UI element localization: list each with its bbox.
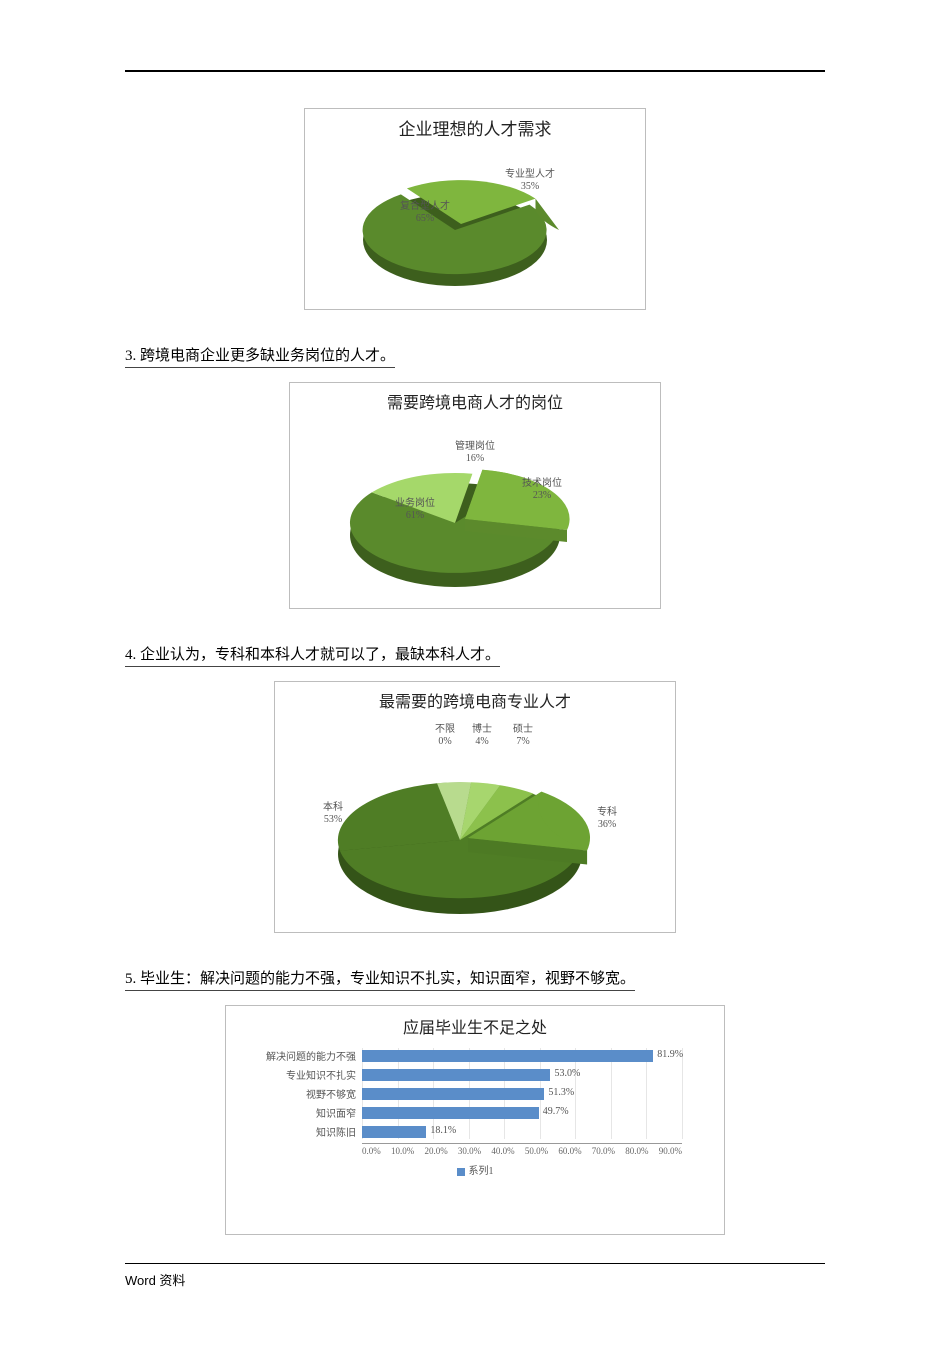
bar-label: 知识面窄	[236, 1105, 362, 1120]
chart3-slice2-label: 硕士	[513, 724, 533, 735]
bar-label: 知识陈旧	[236, 1124, 362, 1139]
footer: Word 资料	[125, 1263, 825, 1289]
section3-text: 3. 跨境电商企业更多缺业务岗位的人才。	[125, 344, 395, 368]
chart1-slice1-pct: 35%	[521, 181, 539, 192]
chart4-legend: 系列1	[236, 1162, 714, 1177]
bar-value: 18.1%	[430, 1125, 456, 1136]
chart1-title: 企业理想的人才需求	[305, 109, 645, 140]
chart1-box: 企业理想的人才需求 复合型人才 65% 专业型人才 35%	[304, 108, 646, 310]
chart2-box: 需要跨境电商人才的岗位 业务岗位 61%	[289, 382, 661, 609]
chart4-legend-label: 系列1	[469, 1166, 494, 1177]
chart3-slice3-pct: 4%	[475, 736, 488, 747]
chart3-slice4-label: 不限	[435, 724, 455, 735]
chart3-label-doctor: 博士 4%	[472, 724, 492, 748]
chart3-title: 最需要的跨境电商专业人才	[275, 682, 675, 712]
chart2-title: 需要跨境电商人才的岗位	[290, 383, 660, 413]
chart2-label-mgmt: 管理岗位 16%	[455, 441, 495, 465]
chart2-slice2-label: 管理岗位	[455, 441, 495, 452]
chart3-slice4-pct: 0%	[438, 736, 451, 747]
section4-text: 4. 企业认为，专科和本科人才就可以了，最缺本科人才。	[125, 643, 500, 667]
bar-track: 81.9%	[362, 1050, 682, 1062]
chart3-slice1-label: 专科	[597, 807, 617, 818]
bar-fill	[362, 1107, 539, 1119]
bar-label: 视野不够宽	[236, 1086, 362, 1101]
bar-track: 53.0%	[362, 1069, 682, 1081]
chart3-label-master: 硕士 7%	[513, 724, 533, 748]
top-rule	[125, 70, 825, 72]
bar-row: 解决问题的能力不强 81.9%	[236, 1048, 714, 1063]
chart1-label-composite: 复合型人才 65%	[400, 201, 450, 225]
bar-value: 81.9%	[657, 1049, 683, 1060]
chart3-slice2-pct: 7%	[516, 736, 529, 747]
page: 企业理想的人才需求 复合型人才 65% 专业型人才 35% 3. 跨境电商企业更…	[125, 0, 825, 1329]
chart4-xaxis: 0.0%10.0%20.0%30.0%40.0%50.0%60.0%70.0%8…	[362, 1143, 682, 1156]
chart3-slice3-label: 博士	[472, 724, 492, 735]
chart2-slice0-label: 业务岗位	[395, 498, 435, 509]
legend-swatch	[457, 1168, 465, 1176]
bar-value: 49.7%	[543, 1106, 569, 1117]
chart4-box: 应届毕业生不足之处 解决问题的能力不强 81.9% 专业知识不扎实 53.0% 视野不够…	[225, 1005, 725, 1235]
chart1-slice0-label: 复合型人才	[400, 201, 450, 212]
bar-track: 51.3%	[362, 1088, 682, 1100]
chart1-label-specialist: 专业型人才 35%	[505, 169, 555, 193]
chart3-label-unlimited: 不限 0%	[435, 724, 455, 748]
chart3-box: 最需要的跨境电商专业人才 本科	[274, 681, 676, 933]
bar-track: 49.7%	[362, 1107, 682, 1119]
section5-text: 5. 毕业生：解决问题的能力不强，专业知识不扎实，知识面窄，视野不够宽。	[125, 967, 635, 991]
bar-row: 视野不够宽 51.3%	[236, 1086, 714, 1101]
chart1-pie	[305, 140, 645, 310]
footer-text: Word 资料	[125, 1273, 185, 1288]
chart1-slice1-label: 专业型人才	[505, 169, 555, 180]
bar-value: 51.3%	[548, 1087, 574, 1098]
bar-fill	[362, 1088, 544, 1100]
chart1-slice0-pct: 65%	[416, 213, 434, 224]
bar-value: 53.0%	[554, 1068, 580, 1079]
chart2-label-tech: 技术岗位 23%	[522, 478, 562, 502]
bar-label: 专业知识不扎实	[236, 1067, 362, 1082]
bar-fill	[362, 1126, 426, 1138]
bar-fill	[362, 1069, 550, 1081]
chart4-title: 应届毕业生不足之处	[236, 1014, 714, 1038]
chart3-slice0-label: 本科	[323, 802, 343, 813]
chart3-slice0-pct: 53%	[324, 814, 342, 825]
bar-fill	[362, 1050, 653, 1062]
bar-track: 18.1%	[362, 1126, 682, 1138]
chart2-slice0-pct: 61%	[406, 510, 424, 521]
chart3-label-bachelor: 本科 53%	[323, 802, 343, 826]
bar-row: 专业知识不扎实 53.0%	[236, 1067, 714, 1082]
bar-row: 知识陈旧 18.1%	[236, 1124, 714, 1139]
bar-row: 知识面窄 49.7%	[236, 1105, 714, 1120]
chart2-label-business: 业务岗位 61%	[395, 498, 435, 522]
chart2-slice2-pct: 16%	[466, 453, 484, 464]
chart4-plot: 解决问题的能力不强 81.9% 专业知识不扎实 53.0% 视野不够宽 51.3% 知识面窄…	[236, 1048, 714, 1139]
bar-label: 解决问题的能力不强	[236, 1048, 362, 1063]
chart2-slice1-label: 技术岗位	[522, 478, 562, 489]
chart3-label-associate: 专科 36%	[597, 807, 617, 831]
chart3-slice1-pct: 36%	[598, 819, 616, 830]
chart2-slice1-pct: 23%	[533, 490, 551, 501]
